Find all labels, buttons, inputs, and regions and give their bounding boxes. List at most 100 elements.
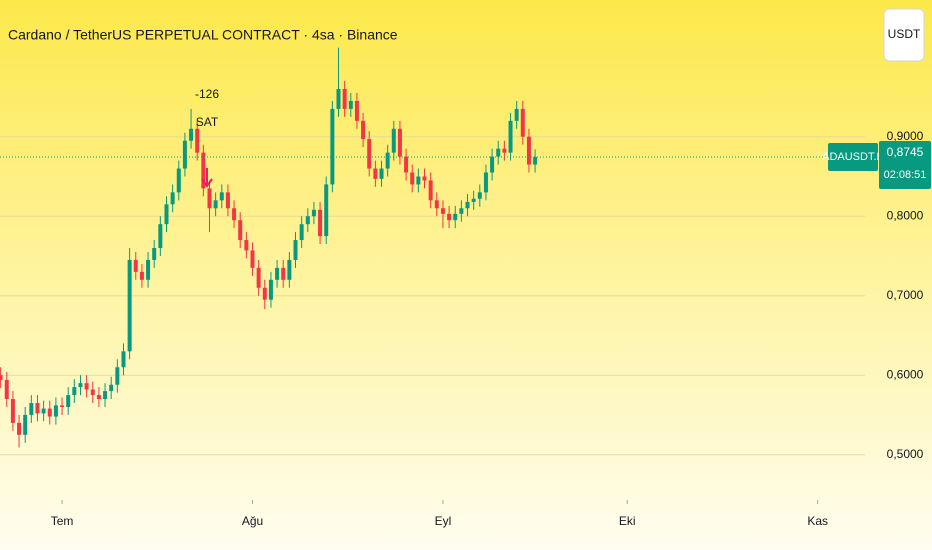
candle-body: [232, 208, 237, 221]
candle-body: [305, 216, 310, 225]
candle-body: [115, 367, 120, 385]
price-badge: [879, 140, 931, 189]
candle-body: [213, 200, 218, 209]
candle-body: [121, 351, 126, 368]
candle-body: [293, 240, 298, 260]
candle-body: [348, 100, 353, 109]
candle-body: [490, 156, 495, 173]
currency-button-label[interactable]: USDT: [888, 27, 921, 41]
candle-body: [404, 156, 409, 173]
candle-body: [238, 220, 243, 241]
candle-body: [10, 399, 15, 423]
last-price-label: 0,8745: [887, 145, 924, 159]
candle-body: [496, 148, 501, 157]
candle-body: [127, 259, 132, 352]
x-tick-label: Eyl: [435, 514, 452, 528]
candle-body: [422, 176, 427, 181]
candle-body: [29, 403, 34, 415]
candle-body: [324, 184, 329, 237]
candle-body: [170, 192, 175, 205]
candle-body: [342, 89, 347, 109]
candle-body: [164, 204, 169, 225]
candle-body: [244, 240, 249, 251]
candle-body: [60, 405, 65, 407]
candle-body: [471, 198, 476, 202]
candle-body: [207, 188, 212, 209]
candle-body: [416, 176, 421, 185]
candle-body: [41, 408, 46, 414]
candle-body: [465, 201, 470, 209]
candle-body: [0, 375, 3, 380]
candle-body: [219, 192, 224, 201]
candle-body: [158, 224, 163, 249]
candle-body: [250, 250, 255, 268]
candle-body: [385, 152, 390, 169]
candle-body: [66, 395, 71, 407]
candle-body: [373, 168, 378, 179]
candle-body: [410, 172, 415, 185]
candle-body: [354, 100, 359, 121]
candle-body: [311, 209, 316, 217]
candle-body: [268, 279, 273, 300]
candle-body: [139, 271, 144, 280]
candle-body: [459, 208, 464, 214]
countdown: 02:08:51: [884, 169, 927, 181]
candle-body: [520, 108, 525, 137]
candle-body: [391, 128, 396, 153]
candle-body: [78, 383, 83, 388]
y-tick-label: 0,6000: [887, 367, 924, 381]
candle-body: [4, 379, 9, 400]
candle-body: [299, 224, 304, 241]
candle-body: [453, 213, 458, 221]
candle-body: [103, 391, 108, 400]
x-tick-label: Ağu: [242, 514, 263, 528]
candle-body: [189, 128, 194, 141]
candle-body: [262, 287, 267, 300]
candle-body: [96, 395, 101, 400]
candle-body: [379, 168, 384, 179]
candle-body: [318, 209, 323, 237]
candle-body: [502, 148, 507, 153]
y-tick-label: 0,8000: [887, 208, 924, 222]
candle-body: [72, 387, 77, 396]
candle-body: [35, 403, 40, 414]
candle-body: [508, 120, 513, 153]
candle-body: [440, 208, 445, 214]
symbol-badge-label: ADAUSDT.P: [822, 151, 884, 163]
candle-body: [146, 259, 151, 280]
candle-body: [477, 192, 482, 199]
annotation-signal: SAT: [196, 115, 219, 129]
candle-body: [84, 383, 89, 390]
candle-body: [109, 384, 114, 392]
candle-body: [47, 408, 52, 417]
candle-body: [447, 213, 452, 221]
candle-body: [514, 108, 519, 121]
candle-body: [152, 248, 157, 260]
candle-body: [53, 405, 58, 417]
candle-body: [176, 168, 181, 193]
candle-body: [182, 140, 187, 169]
candle-body: [17, 422, 22, 435]
candle-body: [275, 267, 280, 280]
chart-title: Cardano / TetherUS PERPETUAL CONTRACT · …: [8, 27, 398, 43]
candle-body: [336, 89, 341, 109]
candle-body: [90, 389, 95, 396]
candle-body: [428, 180, 433, 201]
candle-body: [361, 120, 366, 140]
symbol-badge: [828, 142, 878, 171]
currency-button[interactable]: [883, 8, 925, 62]
candle-body: [367, 139, 372, 169]
candle-body: [483, 172, 488, 193]
candle-body: [281, 267, 286, 280]
candle-body: [526, 136, 531, 165]
y-tick-label: 0,9000: [887, 129, 924, 143]
candle-body: [434, 200, 439, 209]
candle-body: [195, 128, 200, 153]
y-tick-label: 0,7000: [887, 288, 924, 302]
y-tick-label: 0,5000: [887, 447, 924, 461]
candle-body: [201, 152, 206, 189]
candle-body: [397, 128, 402, 157]
